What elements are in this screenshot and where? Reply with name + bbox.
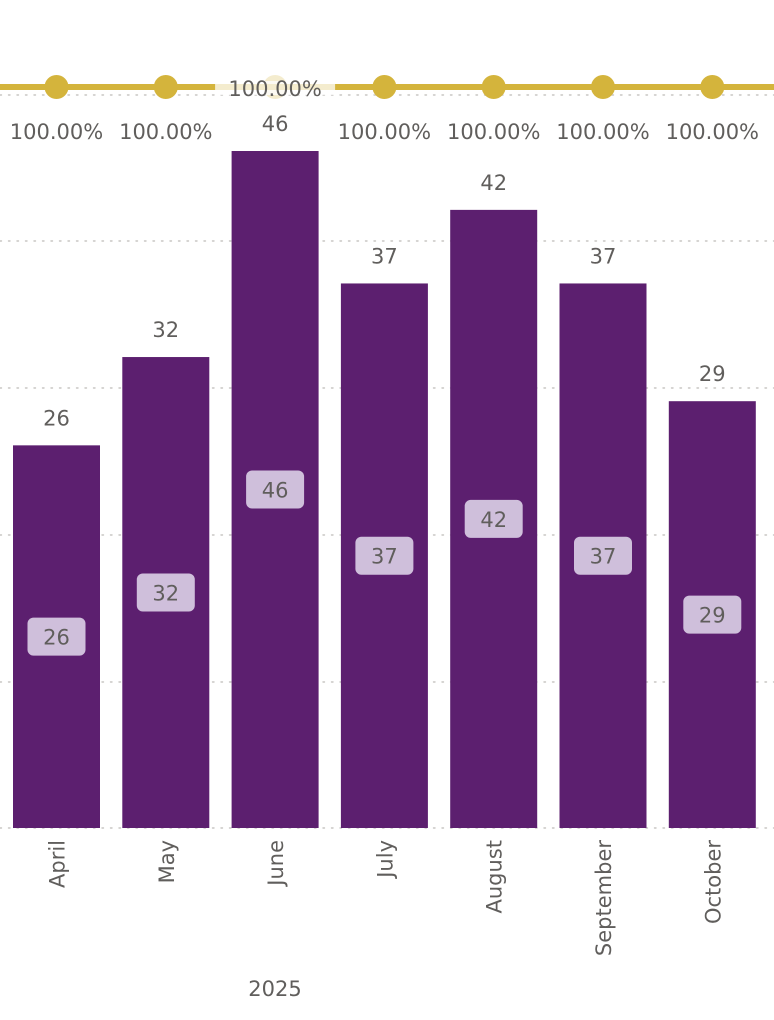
x-tick-label: August <box>483 840 507 914</box>
bar-inner-value-label: 29 <box>699 604 726 628</box>
data-labels: 26 26 32 32 46 46 37 37 42 42 37 37 29 29 100.00% 100.0… <box>10 77 759 656</box>
bar-inner-value-label: 26 <box>43 626 70 650</box>
line-label-backing <box>215 81 336 95</box>
bar-inner-label-badge <box>355 536 414 575</box>
bar-inner-label-badge <box>574 536 632 575</box>
bar-inner-label-badge <box>464 499 523 538</box>
bar-value-label: 46 <box>262 112 289 136</box>
x-tick-label: September <box>592 840 616 956</box>
x-tick-label: October <box>701 840 725 924</box>
bar-inner-label-badge <box>246 470 305 509</box>
bar-value-label: 37 <box>371 244 398 268</box>
bar-inner-value-label: 32 <box>152 582 179 606</box>
x-axis-group-label: 2025 <box>248 977 301 1001</box>
line-point <box>153 75 178 99</box>
line-point <box>700 75 725 99</box>
bar-inner-label-badge <box>27 617 86 656</box>
bar-inner-label-badge <box>136 573 195 612</box>
bar-value-label: 32 <box>152 318 179 342</box>
line-value-label: 100.00% <box>447 120 540 144</box>
bar-inner-value-label: 42 <box>480 508 507 532</box>
line-value-label: 100.00% <box>338 120 431 144</box>
bar-value-label: 42 <box>480 171 507 195</box>
line-series <box>0 75 774 99</box>
bar-value-label: 29 <box>699 362 726 386</box>
bar-inner-value-label: 46 <box>262 479 289 503</box>
x-tick-label: June <box>264 840 288 888</box>
x-axis: April May June July August September October <box>46 840 726 956</box>
bar-inner-value-label: 37 <box>371 545 398 569</box>
x-tick-label: July <box>373 840 397 880</box>
line-point <box>591 75 615 99</box>
bar-inner-label-badge <box>683 595 742 634</box>
line-point <box>481 75 506 99</box>
bar-inner-value-label: 37 <box>590 545 617 569</box>
line-value-label: 100.00% <box>556 120 649 144</box>
x-tick-label: May <box>155 840 179 883</box>
x-tick-label: April <box>46 840 70 888</box>
line-value-label: 100.00% <box>119 120 212 144</box>
line-value-label: 100.00% <box>10 120 103 144</box>
line-point <box>372 75 397 99</box>
line-value-label: 100.00% <box>228 77 321 101</box>
line-value-label: 100.00% <box>666 120 759 144</box>
bar-value-label: 26 <box>43 406 70 430</box>
bar-value-label: 37 <box>590 244 617 268</box>
line-point <box>44 75 69 99</box>
